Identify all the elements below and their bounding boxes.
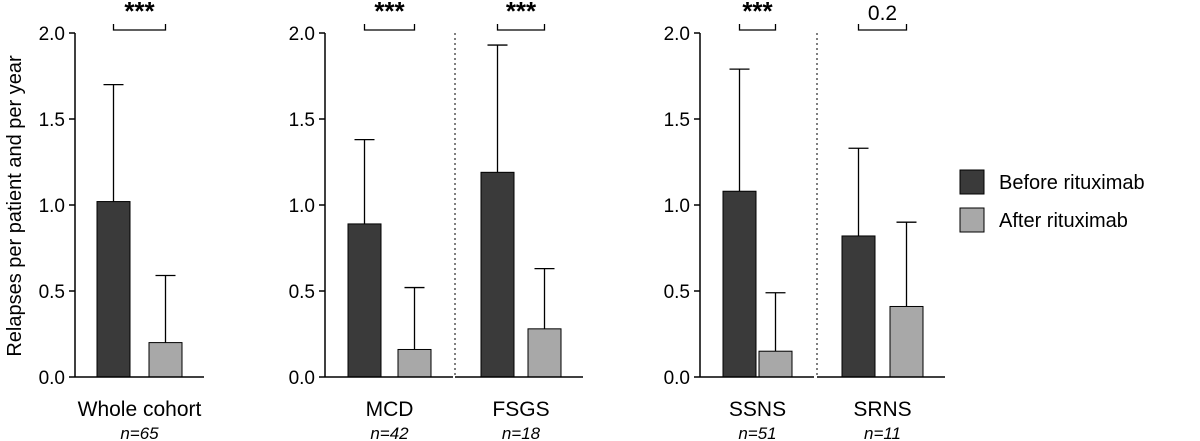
sample-size-label: n=51 [738, 424, 776, 441]
significance-bracket [363, 24, 416, 31]
bar-before [480, 171, 515, 378]
significance-label: *** [506, 0, 537, 26]
sample-size-label: n=42 [370, 424, 409, 441]
y-tick-label: 0.5 [39, 282, 65, 303]
y-tick-label: 1.5 [289, 110, 315, 131]
bar-after [889, 305, 924, 378]
sample-size-label: n=65 [120, 424, 159, 441]
significance-bracket [496, 24, 546, 31]
sample-size-label: n=18 [502, 424, 541, 441]
significance-bracket [112, 24, 167, 31]
bar-after [758, 350, 793, 378]
sample-size-label: n=11 [864, 424, 901, 441]
y-tick-label: 1.0 [664, 196, 690, 217]
y-tick-label: 0.5 [664, 282, 690, 303]
y-tick-label: 1.0 [289, 196, 315, 217]
y-tick-label: 1.0 [39, 196, 65, 217]
y-tick-label: 0.0 [664, 368, 690, 389]
category-label: FSGS [492, 398, 549, 421]
significance-label: *** [374, 0, 405, 26]
category-label: SSNS [729, 398, 786, 421]
legend-swatch-after [959, 207, 985, 233]
y-axis-label: Relapses per patient and per year [4, 55, 26, 357]
category-label: SRNS [853, 398, 911, 421]
legend-label-before: Before rituximab [999, 172, 1145, 194]
y-tick-label: 1.5 [664, 110, 690, 131]
y-tick-label: 0.0 [289, 368, 315, 389]
bar-after [148, 342, 183, 378]
legend: Before rituximab After rituximab [959, 169, 1145, 233]
bar-before [841, 235, 876, 378]
significance-label: 0.2 [868, 2, 897, 25]
bar-before [96, 201, 131, 378]
bar-after [397, 348, 432, 378]
significance-bracket [857, 24, 908, 31]
significance-label: *** [742, 0, 773, 26]
y-tick-label: 2.0 [664, 24, 690, 45]
y-tick-label: 0.5 [289, 282, 315, 303]
category-label: Whole cohort [78, 398, 202, 421]
legend-label-after: After rituximab [999, 210, 1128, 232]
y-tick-label: 2.0 [289, 24, 315, 45]
legend-swatch-before [959, 169, 985, 195]
bar-before [722, 190, 757, 378]
y-tick-label: 2.0 [39, 24, 65, 45]
significance-bracket [738, 24, 777, 31]
category-label: MCD [366, 398, 414, 421]
bar-before [347, 223, 382, 378]
y-tick-label: 1.5 [39, 110, 65, 131]
y-tick-label: 0.0 [39, 368, 65, 389]
significance-label: *** [124, 0, 155, 26]
bar-after [527, 328, 562, 378]
